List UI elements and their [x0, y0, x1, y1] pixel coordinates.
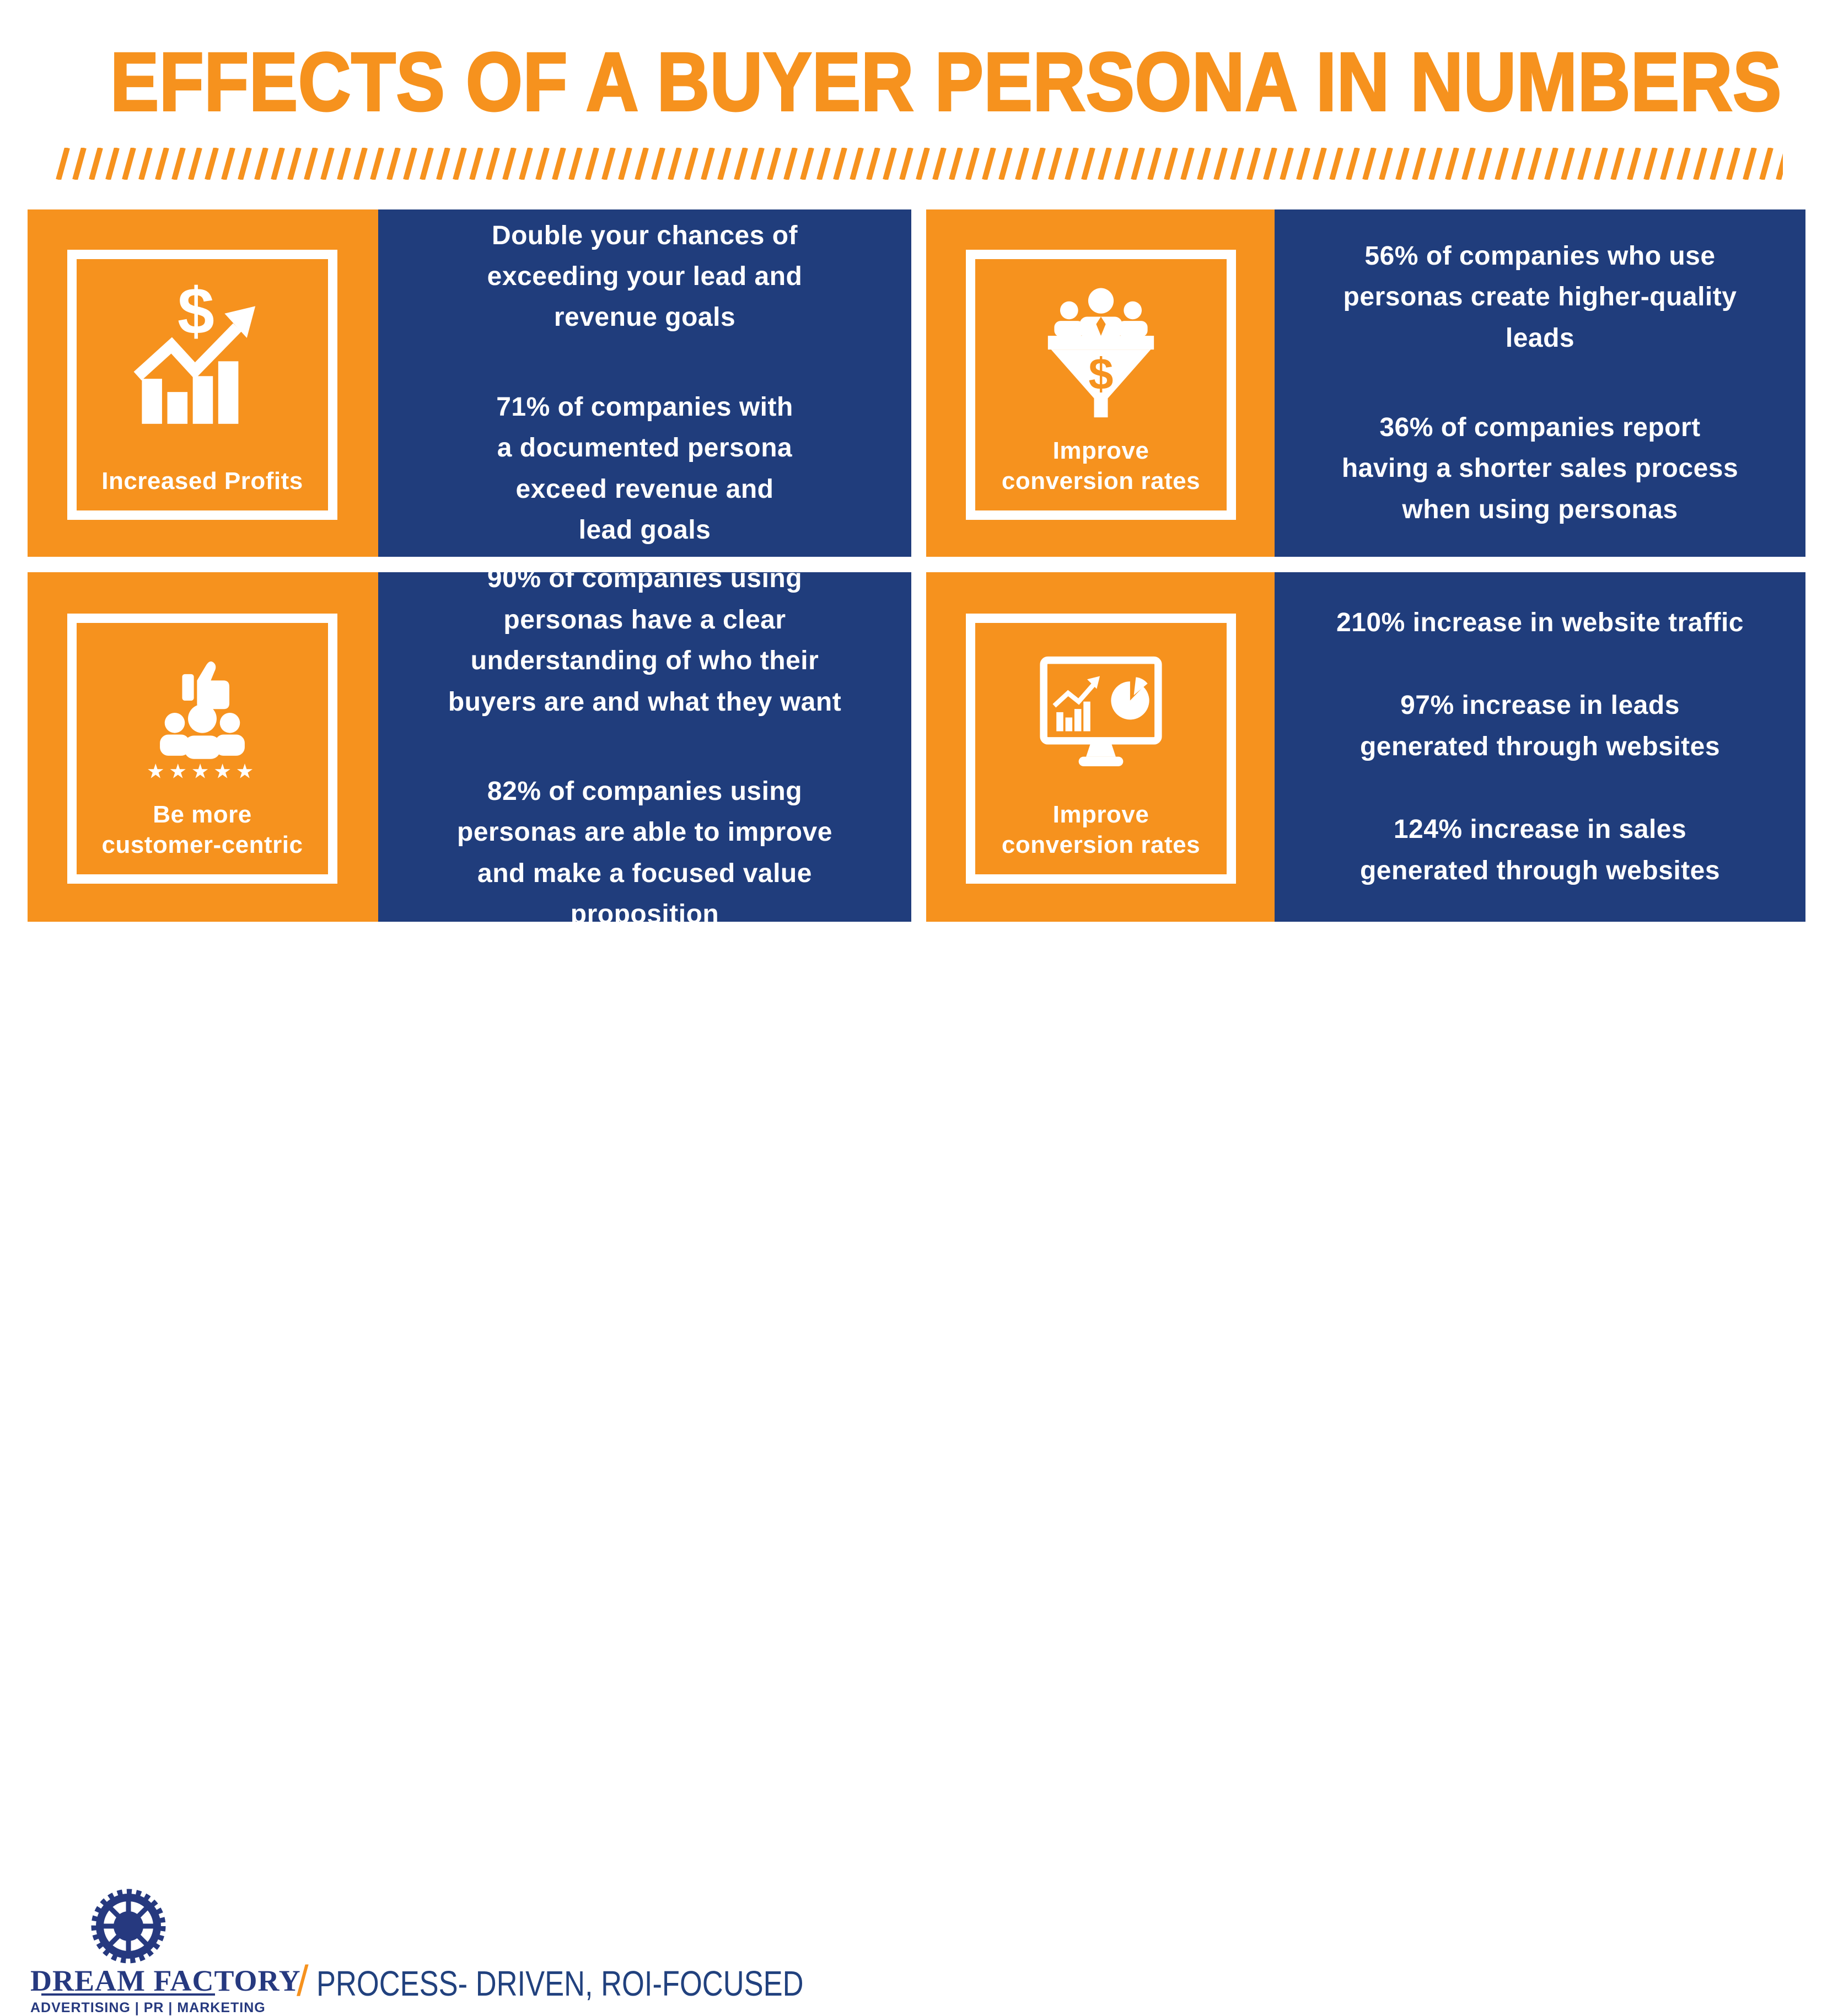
- thumbs-up-people-stars-icon: ★★★★★: [147, 661, 258, 783]
- icon-label: Improve conversion rates: [1001, 801, 1201, 858]
- panel-improve-conversion-top-stats: 56% of companies who use personas create…: [1275, 209, 1805, 557]
- brand-rule: [41, 1993, 215, 1996]
- svg-text:$: $: [178, 278, 214, 348]
- stat-text: 210% increase in website traffic: [1336, 608, 1744, 638]
- gear-logo-icon: [91, 1889, 166, 1964]
- dollar-bar-chart-icon: $: [133, 278, 256, 424]
- panel-increased-profits-icon: $ Increased Profits: [28, 209, 378, 557]
- icon-frame-improve-conversion-bottom: Improve conversion rates: [966, 614, 1236, 884]
- icon-frame-customer-centric: ★★★★★ Be more customer-centric: [67, 614, 337, 884]
- footer: DREAM FACTORY ADVERTISING | PR | MARKETI…: [0, 937, 1838, 2015]
- icon-label: Increased Profits: [101, 467, 303, 494]
- brand-name: DREAM FACTORY: [30, 1964, 301, 1997]
- icon-label: Improve conversion rates: [1001, 437, 1201, 494]
- stat-text: 56% of companies who use personas create…: [1343, 241, 1737, 353]
- tagline-slash: /: [297, 1956, 309, 2005]
- brand-services: ADVERTISING | PR | MARKETING: [30, 2000, 266, 2015]
- infographic-canvas: EFFECTS OF A BUYER PERSONA IN NUMBERS $ …: [0, 34, 1838, 2015]
- svg-text:$: $: [1089, 350, 1114, 399]
- icon-frame-increased-profits: $ Increased Profits: [67, 250, 337, 520]
- hatch-divider: [55, 148, 1783, 180]
- sales-funnel-dollar-icon: $: [1047, 288, 1154, 418]
- panel-improve-conversion-bottom-stats: 210% increase in website traffic 97% inc…: [1275, 572, 1805, 922]
- stat-text: 97% increase in leads generated through …: [1359, 691, 1721, 761]
- panel-customer-centric-icon: ★★★★★ Be more customer-centric: [28, 572, 378, 922]
- panel-customer-centric-stats: 90% of companies using personas have a c…: [378, 564, 911, 929]
- stat-text: 90% of companies using personas have a c…: [448, 564, 842, 717]
- svg-text:★★★★★: ★★★★★: [147, 759, 258, 783]
- page-title: EFFECTS OF A BUYER PERSONA IN NUMBERS: [109, 34, 1782, 129]
- icon-frame-improve-conversion-top: $ Improve conversion rates: [966, 250, 1236, 520]
- stat-text: 124% increase in sales generated through…: [1359, 815, 1721, 885]
- panel-improve-conversion-top-icon: $ Improve conversion rates: [926, 209, 1275, 557]
- stat-text: 36% of companies report having a shorter…: [1341, 413, 1739, 524]
- stat-text: Double your chances of exceeding your le…: [487, 221, 803, 332]
- panel-increased-profits-stats: Double your chances of exceeding your le…: [378, 209, 911, 557]
- stat-text: 82% of companies using personas are able…: [457, 777, 832, 929]
- tagline: / PROCESS- DRIVEN, ROI-FOCUSED: [297, 1956, 910, 2006]
- tagline-text: PROCESS- DRIVEN, ROI-FOCUSED: [316, 1964, 804, 2003]
- icon-label: Be more customer-centric: [101, 801, 303, 858]
- stat-text: 71% of companies with a documented perso…: [496, 392, 793, 545]
- panel-improve-conversion-bottom-icon: Improve conversion rates: [926, 572, 1275, 922]
- monitor-analytics-icon: [1040, 656, 1162, 766]
